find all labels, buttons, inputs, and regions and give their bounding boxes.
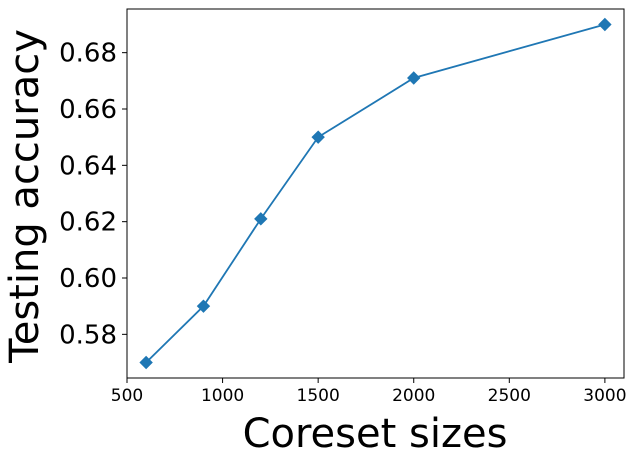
x-tick-label: 2500 — [488, 386, 531, 406]
x-tick-label: 1500 — [297, 386, 340, 406]
x-tick-label: 1000 — [201, 386, 244, 406]
data-point-marker — [407, 71, 421, 85]
y-tick-label: 0.66 — [59, 95, 117, 125]
data-point-marker — [139, 355, 153, 370]
data-point-marker — [196, 299, 211, 313]
data-point-marker — [311, 130, 325, 144]
plot-area — [127, 9, 624, 378]
series-line — [145, 23, 606, 364]
x-tick-label: 2000 — [392, 386, 435, 406]
y-tick-label: 0.68 — [59, 39, 117, 69]
series-markers — [139, 17, 612, 370]
data-point-marker — [598, 17, 612, 32]
y-tick-label: 0.58 — [59, 320, 117, 350]
x-axis-label: Coreset sizes — [243, 411, 508, 457]
x-tick-label: 3000 — [583, 386, 626, 406]
x-tick-label: 500 — [111, 386, 143, 406]
x-axis-ticks: 500 1000 1500 2000 2500 3000 — [111, 378, 627, 406]
y-tick-label: 0.64 — [59, 151, 117, 181]
y-axis-label: Testing accuracy — [2, 29, 48, 364]
y-tick-label: 0.62 — [59, 208, 117, 238]
y-axis-ticks: 0.58 0.60 0.62 0.64 0.66 0.68 — [59, 39, 127, 350]
data-point-marker — [254, 212, 268, 226]
y-tick-label: 0.60 — [59, 264, 117, 294]
plot-frame — [126, 8, 625, 379]
